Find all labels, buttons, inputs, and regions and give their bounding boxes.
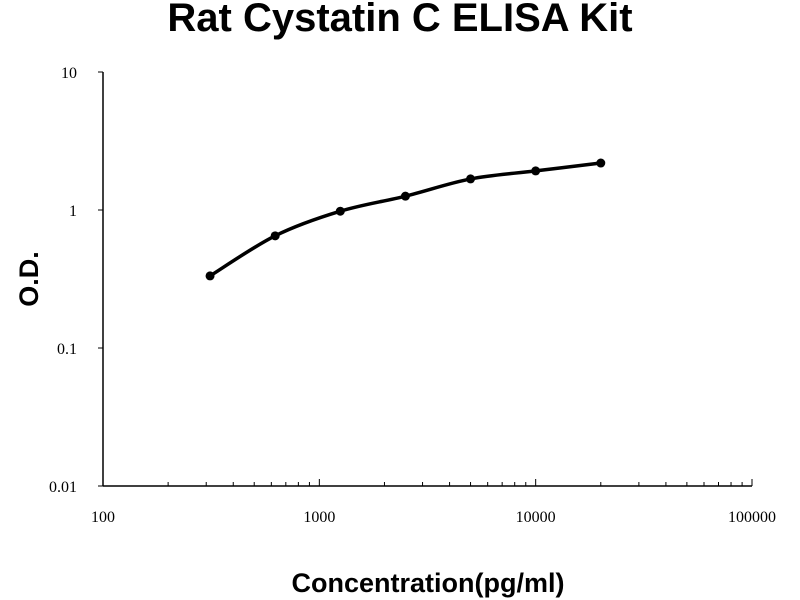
data-point	[466, 174, 476, 184]
x-tick-label: 100	[91, 509, 115, 526]
y-tick-label: 0.1	[57, 341, 77, 358]
x-tick-label: 1000	[303, 509, 335, 526]
x-tick-label: 100000	[728, 509, 776, 526]
y-tick-label: 10	[61, 65, 77, 82]
data-point	[596, 158, 606, 168]
y-axis-label: O.D.	[14, 251, 44, 307]
y-tick-label: 1	[69, 203, 77, 220]
data-point	[205, 271, 215, 281]
fit-curve	[209, 161, 601, 278]
x-axis-label: Concentration(pg/ml)	[292, 568, 565, 598]
y-tick-label: 0.01	[49, 479, 77, 496]
data-point	[531, 166, 541, 176]
chart-title: Rat Cystatin C ELISA Kit	[167, 0, 633, 40]
data-point	[400, 191, 410, 201]
data-point	[335, 206, 345, 216]
data-point	[270, 231, 280, 241]
x-tick-label: 10000	[516, 509, 556, 526]
